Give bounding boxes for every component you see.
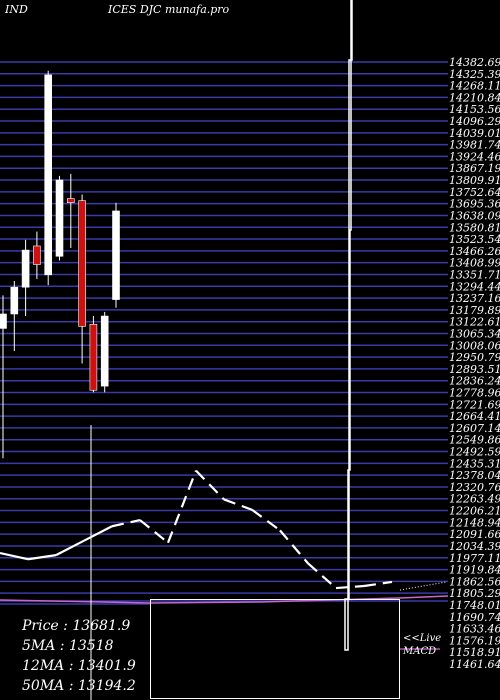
candle-body xyxy=(100,315,109,387)
y-tick-label: 11748.01 xyxy=(449,599,500,612)
y-tick-label: 12091.66 xyxy=(449,528,500,541)
ma-segment xyxy=(27,554,57,561)
ma-segment xyxy=(166,470,198,544)
y-tick-label: 14268.11 xyxy=(449,80,500,93)
y-tick-label: 11690.74 xyxy=(449,611,500,624)
candlesticks xyxy=(0,70,120,459)
y-tick-label: 12950.79 xyxy=(449,351,500,364)
candle-body xyxy=(55,179,64,257)
y-tick-label: 12148.94 xyxy=(449,516,500,529)
ma5-readout: 5MA : 13518 xyxy=(22,638,114,654)
y-tick-label: 12549.86 xyxy=(449,434,500,447)
y-tick-label: 13008.06 xyxy=(449,339,500,352)
candle-body xyxy=(44,74,53,276)
header-right: ICES DJC munafa.pro xyxy=(108,3,230,16)
y-tick-label: 12206.21 xyxy=(449,505,500,518)
dotted-trend xyxy=(399,581,447,591)
y-tick-label: 12607.14 xyxy=(449,422,500,435)
y-tick-label: 12263.49 xyxy=(449,493,500,506)
y-tick-label: 13924.46 xyxy=(449,150,500,163)
y-tick-label: 13065.34 xyxy=(449,327,500,340)
y-tick-label: 13408.99 xyxy=(449,257,500,270)
ma-segment xyxy=(139,519,169,544)
y-tick-label: 13294.44 xyxy=(449,280,500,293)
y-tick-label: 11461.64 xyxy=(449,658,500,671)
y-tick-label: 12320.76 xyxy=(449,481,500,494)
ma50-readout: 50MA : 13194.2 xyxy=(22,678,136,694)
y-tick-label: 14096.29 xyxy=(449,115,500,128)
candle-body xyxy=(21,249,30,288)
y-tick-label: 12778.96 xyxy=(449,387,500,400)
y-tick-label: 13580.81 xyxy=(449,221,500,234)
candle-body xyxy=(0,313,7,329)
y-tick-label: 12721.69 xyxy=(449,398,500,411)
ma-segment xyxy=(83,525,113,542)
y-tick-label: 13809.91 xyxy=(449,174,500,187)
header-left: IND xyxy=(5,3,28,16)
ma-segment xyxy=(251,508,281,532)
y-tick-label: 13179.89 xyxy=(449,304,500,317)
y-tick-label: 14210.84 xyxy=(449,91,500,104)
y-tick-label: 13351.71 xyxy=(449,268,500,281)
y-tick-label: 11633.46 xyxy=(449,623,500,636)
info-panel: Price : 13681.9 5MA : 13518 12MA : 13401… xyxy=(22,616,136,696)
candle-body xyxy=(112,210,120,300)
y-tick-label: 13638.09 xyxy=(449,209,500,222)
ma-segment xyxy=(195,469,225,501)
ma-segment xyxy=(363,580,393,588)
y-tick-label: 13523.54 xyxy=(449,233,500,246)
y-tick-label: 13466.26 xyxy=(449,245,500,258)
macd-live-label: <<Live xyxy=(403,633,442,644)
y-tick-label: 12435.31 xyxy=(449,457,500,470)
y-tick-label: 14153.56 xyxy=(449,103,500,116)
y-tick-label: 11919.84 xyxy=(449,564,500,577)
y-tick-label: 14382.69 xyxy=(449,56,500,69)
ma-segment xyxy=(279,529,309,565)
macd-label: MACD xyxy=(403,646,437,657)
y-tick-label: 13752.64 xyxy=(449,186,500,199)
ma-segment xyxy=(0,551,29,561)
macd-panel xyxy=(150,599,400,699)
y-tick-label: 12836.24 xyxy=(449,375,500,388)
ma-segment xyxy=(55,539,85,557)
ma-segment xyxy=(307,562,337,589)
y-axis-labels: 14382.6914325.3914268.1114210.8414153.56… xyxy=(449,56,500,671)
price-readout: Price : 13681.9 xyxy=(22,618,131,634)
y-tick-label: 14039.01 xyxy=(449,127,500,140)
y-tick-label: 12664.41 xyxy=(449,410,500,423)
y-tick-label: 11576.19 xyxy=(449,634,500,647)
candle-body xyxy=(78,200,86,327)
candle-body xyxy=(33,245,41,265)
y-tick-label: 13867.19 xyxy=(449,162,500,175)
macd-signal-line xyxy=(0,595,449,604)
y-tick-label: 12492.59 xyxy=(449,446,500,459)
y-tick-label: 12378.04 xyxy=(449,469,500,482)
ma12-readout: 12MA : 13401.9 xyxy=(22,658,136,674)
price-gridlines xyxy=(0,61,448,594)
candle-body xyxy=(89,323,98,391)
live-cursor-line xyxy=(344,0,353,651)
y-tick-label: 11862.56 xyxy=(449,575,500,588)
candle-body xyxy=(10,286,19,315)
y-tick-label: 13237.16 xyxy=(449,292,500,305)
ma-segment xyxy=(335,584,365,590)
y-tick-label: 14325.39 xyxy=(449,68,500,81)
y-tick-label: 13695.36 xyxy=(449,198,500,211)
y-tick-label: 11977.11 xyxy=(449,552,500,565)
candle-body xyxy=(67,198,75,203)
ma-segment xyxy=(111,519,141,528)
y-tick-label: 11518.91 xyxy=(449,646,500,659)
y-tick-label: 13122.61 xyxy=(449,316,500,329)
ma-segment xyxy=(223,498,253,511)
y-tick-label: 13981.74 xyxy=(449,139,500,152)
y-tick-label: 11805.29 xyxy=(449,587,500,600)
moving-average-line xyxy=(0,469,393,590)
y-tick-label: 12893.51 xyxy=(449,363,500,376)
y-tick-label: 12034.39 xyxy=(449,540,500,553)
